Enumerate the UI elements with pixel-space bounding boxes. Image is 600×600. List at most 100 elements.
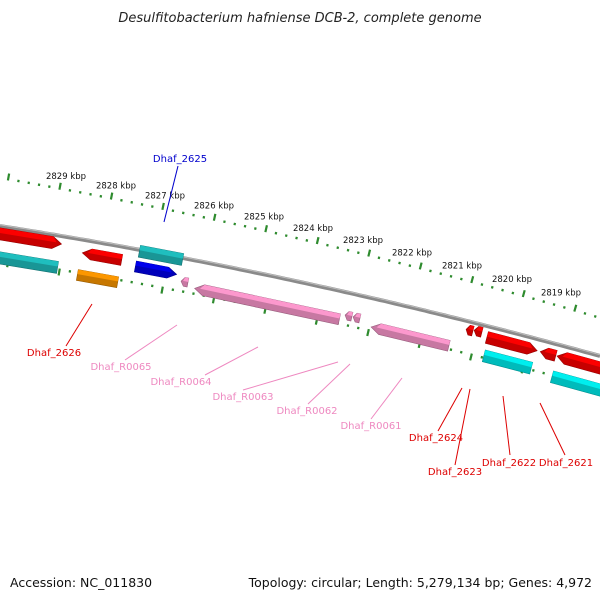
minor-tick <box>254 227 257 230</box>
gene-label-dhaf-r0064[interactable]: Dhaf_R0064 <box>150 377 211 388</box>
minor-tick <box>387 258 391 262</box>
minor-tick <box>480 283 484 286</box>
gene-label-dhaf-r0063[interactable]: Dhaf_R0063 <box>212 392 273 403</box>
minor-tick <box>150 284 154 288</box>
outer-tick-track <box>6 173 597 318</box>
minor-tick <box>305 239 309 242</box>
leader-line <box>65 303 93 347</box>
leader-line <box>163 165 179 223</box>
gene-feature-dhaf-2625-pair[interactable] <box>137 245 185 266</box>
gene-label-dhaf-r0062[interactable]: Dhaf_R0062 <box>276 406 337 417</box>
gene-feature[interactable] <box>473 325 484 338</box>
minor-tick <box>531 368 535 372</box>
rna-feature-dhaf-r0062[interactable] <box>352 312 362 324</box>
gene-feature[interactable] <box>549 370 600 397</box>
minor-tick <box>552 303 556 306</box>
minor-tick <box>542 300 546 304</box>
minor-tick <box>151 205 154 208</box>
gene-feature[interactable] <box>484 331 538 357</box>
gene-label-dhaf-r0061[interactable]: Dhaf_R0061 <box>340 421 401 432</box>
gene-label-dhaf-2622[interactable]: Dhaf_2622 <box>482 458 536 469</box>
minor-tick <box>140 203 144 206</box>
gene-feature[interactable] <box>481 349 534 375</box>
minor-tick <box>89 192 92 196</box>
minor-tick <box>449 348 453 352</box>
gene-feature[interactable] <box>0 226 63 250</box>
kbp-label: 2824 kbp <box>293 224 333 234</box>
minor-tick <box>449 274 453 278</box>
minor-tick <box>356 326 360 330</box>
major-tick <box>264 225 268 233</box>
gene-label-dhaf-2621[interactable]: Dhaf_2621 <box>539 458 593 469</box>
rna-feature-dhaf-r0061[interactable] <box>370 322 451 352</box>
major-tick <box>469 353 473 361</box>
gene-label-dhaf-r0065[interactable]: Dhaf_R0065 <box>90 362 151 373</box>
minor-tick <box>171 288 175 292</box>
gene-feature[interactable] <box>555 350 600 378</box>
major-tick <box>521 289 526 298</box>
minor-tick <box>439 272 443 276</box>
minor-tick <box>181 211 185 215</box>
gene-feature-dhaf-2626[interactable] <box>76 269 119 288</box>
gene-label-layer: Dhaf_2625Dhaf_2626Dhaf_R0065Dhaf_R0064Dh… <box>27 154 593 478</box>
rna-feature-dhaf-r0063[interactable] <box>344 311 354 322</box>
rna-feature-dhaf-r0064[interactable] <box>193 283 341 325</box>
minor-tick <box>501 288 504 292</box>
minor-tick <box>346 248 350 252</box>
minor-tick <box>274 231 278 235</box>
kbp-label: 2819 kbp <box>541 289 581 299</box>
map-title: Desulfitobacterium hafniense DCB-2, comp… <box>118 11 481 26</box>
gene-feature[interactable] <box>539 346 558 362</box>
major-tick <box>366 328 370 337</box>
minor-tick <box>295 236 298 240</box>
genome-backbone <box>0 224 600 358</box>
leader-line <box>204 346 259 376</box>
major-tick <box>6 173 11 181</box>
feature-layer <box>0 226 600 397</box>
label-line-layer <box>65 165 566 466</box>
gene-feature[interactable] <box>465 324 475 337</box>
minor-tick <box>99 194 103 198</box>
minor-tick <box>68 189 72 192</box>
kbp-label: 2825 kbp <box>244 213 284 223</box>
minor-tick <box>346 324 350 328</box>
kbp-label: 2822 kbp <box>392 248 432 258</box>
gene-label-dhaf-2623[interactable]: Dhaf_2623 <box>428 467 482 478</box>
minor-tick <box>78 190 82 194</box>
leader-line <box>370 377 403 420</box>
minor-tick <box>356 251 360 255</box>
kbp-label: 2828 kbp <box>96 182 136 192</box>
leader-line <box>502 395 511 456</box>
gene-label-dhaf-2626[interactable]: Dhaf_2626 <box>27 348 81 359</box>
minor-tick <box>48 185 51 188</box>
minor-tick <box>37 183 41 187</box>
gene-feature[interactable] <box>0 250 59 274</box>
minor-tick <box>181 290 185 293</box>
minor-tick <box>583 311 587 315</box>
gene-label-dhaf-2625[interactable]: Dhaf_2625 <box>153 154 207 165</box>
minor-tick <box>511 291 515 295</box>
kbp-label: 2820 kbp <box>492 275 532 285</box>
minor-tick <box>459 350 463 354</box>
rna-feature-dhaf-r0065[interactable] <box>180 277 190 288</box>
major-tick <box>470 275 475 284</box>
minor-tick <box>243 224 247 228</box>
gene-feature[interactable] <box>81 247 124 266</box>
minor-tick <box>408 264 412 268</box>
kbp-label-layer: 2829 kbp 2828 kbp 2827 kbp 2826 kbp 2825 kbp… <box>46 172 581 299</box>
minor-tick <box>120 198 123 202</box>
minor-tick <box>130 200 134 204</box>
minor-tick <box>233 222 237 226</box>
minor-tick <box>130 280 133 284</box>
gene-feature-dhaf-2625[interactable] <box>133 260 178 280</box>
gene-label-dhaf-2624[interactable]: Dhaf_2624 <box>409 433 463 444</box>
kbp-label: 2827 kbp <box>145 191 185 201</box>
minor-tick <box>480 355 484 359</box>
kbp-label: 2821 kbp <box>442 261 482 271</box>
kbp-label: 2829 kbp <box>46 172 86 182</box>
backbone-layer <box>0 224 600 358</box>
major-tick <box>315 236 320 245</box>
major-tick <box>212 213 217 221</box>
minor-tick <box>140 282 144 286</box>
minor-tick <box>336 246 340 250</box>
